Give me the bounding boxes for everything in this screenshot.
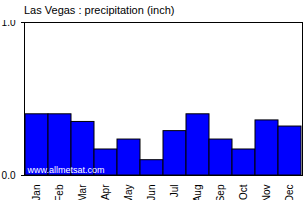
svg-text:Jun: Jun: [146, 185, 157, 200]
svg-text:Oct: Oct: [238, 184, 249, 200]
svg-text:www.allmetsat.com: www.allmetsat.com: [27, 165, 105, 175]
svg-text:Nov: Nov: [261, 185, 272, 200]
svg-text:1.0: 1.0: [2, 20, 16, 28]
svg-text:May: May: [123, 185, 134, 200]
html-text:Las Vegas : precipitation (inc: Las Vegas : precipitation (inch): [24, 4, 175, 16]
svg-text:Apr: Apr: [100, 184, 111, 200]
svg-text:Mar: Mar: [77, 184, 88, 200]
svg-text:Dec: Dec: [284, 185, 295, 200]
svg-text:Sep: Sep: [215, 184, 226, 200]
svg-text:0.0: 0.0: [2, 170, 16, 181]
svg-text:Jan: Jan: [31, 185, 42, 200]
svg-text:Jul: Jul: [169, 185, 180, 198]
svg-text:Feb: Feb: [54, 184, 65, 200]
svg-text:Aug: Aug: [192, 185, 203, 200]
